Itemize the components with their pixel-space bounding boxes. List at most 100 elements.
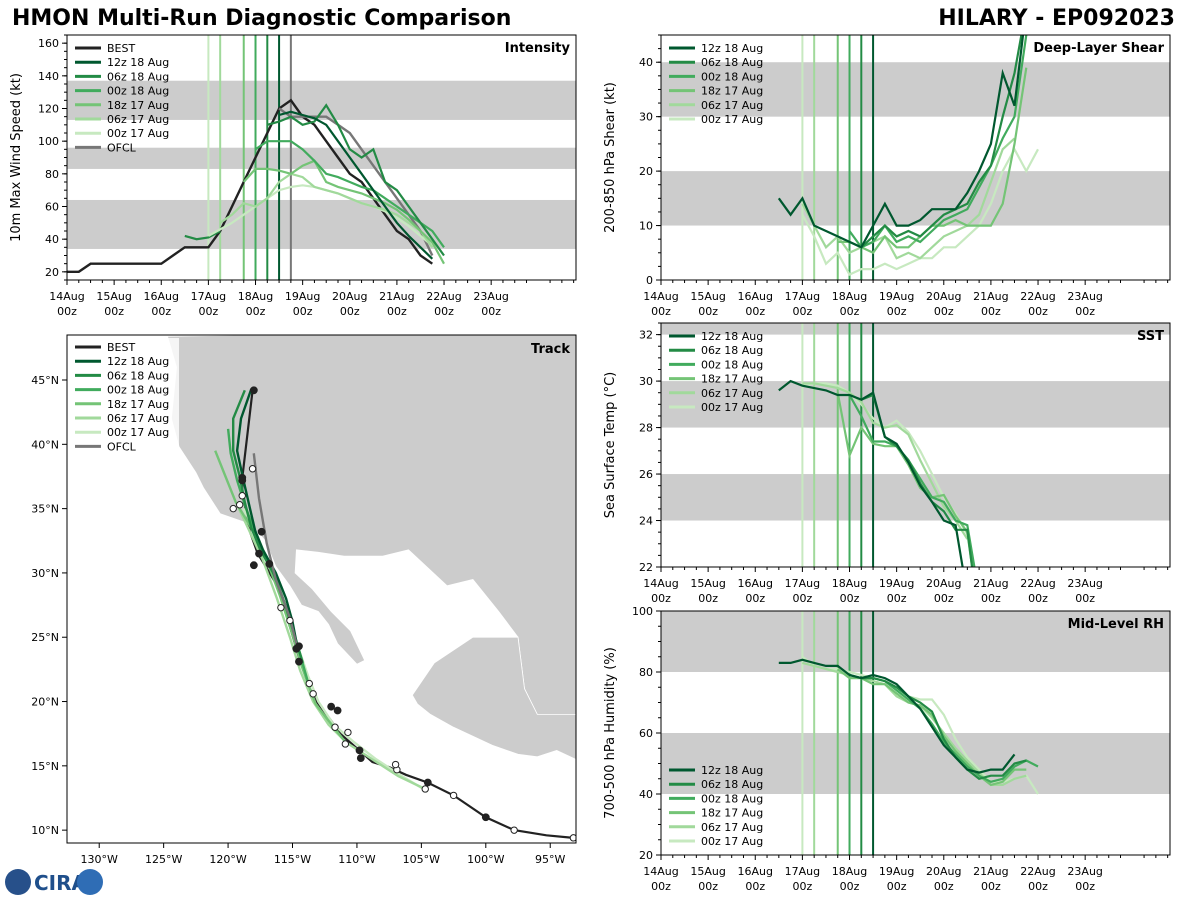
x-tick-label: 110°W xyxy=(338,853,375,866)
y-tick-label: 22 xyxy=(639,561,653,574)
legend-label: 00z 18 Aug xyxy=(107,384,169,397)
y-axis-label: 200-850 hPa Shear (kt) xyxy=(603,82,618,233)
x-tick-sublabel: 00z xyxy=(1028,592,1048,605)
y-tick-label: 30°N xyxy=(31,567,59,580)
x-tick-label: 21Aug xyxy=(973,577,1008,590)
legend-label: 12z 18 Aug xyxy=(107,355,169,368)
storm-title: HILARY - EP092023 xyxy=(938,6,1175,31)
best-track-point xyxy=(327,702,336,711)
legend-label: 06z 17 Aug xyxy=(107,113,169,126)
best-track-point xyxy=(249,561,258,570)
threshold-band xyxy=(661,62,1170,117)
run-series-line xyxy=(219,172,434,248)
best-track-line xyxy=(67,98,433,273)
x-tick-label: 14Aug xyxy=(643,865,678,878)
legend-label: 06z 18 Aug xyxy=(701,56,763,69)
x-tick-sublabel: 00z xyxy=(434,305,454,318)
run-series-line xyxy=(242,159,445,265)
y-tick-label: 28 xyxy=(639,422,653,435)
legend-label: 00z 17 Aug xyxy=(701,113,763,126)
x-tick-sublabel: 00z xyxy=(840,592,860,605)
x-tick-sublabel: 00z xyxy=(887,592,907,605)
y-tick-label: 20°N xyxy=(31,696,59,709)
x-tick-sublabel: 00z xyxy=(1028,880,1048,893)
best-track-point xyxy=(277,603,285,612)
y-axis-label: Sea Surface Temp (°C) xyxy=(603,372,618,519)
best-track-point xyxy=(238,476,247,485)
threshold-band xyxy=(661,611,1170,672)
x-tick-sublabel: 00z xyxy=(387,305,407,318)
x-tick-sublabel: 00z xyxy=(1075,592,1095,605)
x-tick-sublabel: 00z xyxy=(792,880,812,893)
cira-globe-icon xyxy=(5,869,31,895)
x-tick-label: 17Aug xyxy=(785,865,820,878)
legend-label: 00z 17 Aug xyxy=(107,127,169,140)
y-tick-label: 80 xyxy=(639,666,653,679)
legend-label: 00z 17 Aug xyxy=(701,835,763,848)
legend-background xyxy=(69,338,179,456)
best-track-point xyxy=(295,642,303,651)
y-tick-label: 0 xyxy=(646,274,653,287)
best-track-point xyxy=(257,527,266,536)
x-tick-label: 100°W xyxy=(467,853,504,866)
x-tick-sublabel: 00z xyxy=(698,305,718,318)
run-series-line xyxy=(802,382,969,540)
x-tick-label: 16Aug xyxy=(738,577,773,590)
best-track-point xyxy=(355,746,364,755)
x-tick-label: 120°W xyxy=(209,853,246,866)
run-series-line xyxy=(777,35,1025,249)
legend-label: 00z 17 Aug xyxy=(107,426,169,439)
rh-panel: 14Aug 00z 15Aug 00z 16Aug 00z 17Aug 00z 18Aug 00z… xyxy=(603,605,1171,893)
y-tick-label: 10°N xyxy=(31,824,59,837)
best-track-point xyxy=(265,560,274,568)
legend-label: 00z 18 Aug xyxy=(701,792,763,805)
best-track-point xyxy=(249,386,258,395)
run-series-line xyxy=(278,110,434,260)
x-tick-label: 23Aug xyxy=(1067,290,1102,303)
x-tick-label: 18Aug xyxy=(238,290,273,303)
panel-title: Intensity xyxy=(505,41,571,56)
best-track-point xyxy=(286,616,294,625)
y-tick-label: 20 xyxy=(45,266,59,279)
legend-label: 00z 18 Aug xyxy=(701,358,763,371)
y-axis-label: 700-500 hPa Humidity (%) xyxy=(603,647,618,819)
x-tick-sublabel: 00z xyxy=(1075,880,1095,893)
best-track-point xyxy=(356,754,365,763)
best-track-point xyxy=(333,706,342,715)
x-tick-label: 14Aug xyxy=(49,290,84,303)
x-tick-sublabel: 00z xyxy=(651,305,671,318)
y-tick-label: 24 xyxy=(639,515,653,528)
x-tick-label: 105°W xyxy=(403,853,440,866)
y-tick-label: 40 xyxy=(45,233,59,246)
x-tick-label: 17Aug xyxy=(785,290,820,303)
best-track-point xyxy=(229,504,237,513)
x-tick-label: 21Aug xyxy=(973,290,1008,303)
threshold-band xyxy=(67,199,576,249)
best-track-point xyxy=(248,465,257,473)
y-tick-label: 60 xyxy=(639,727,653,740)
x-tick-label: 19Aug xyxy=(879,577,914,590)
best-track-point xyxy=(449,791,458,800)
best-track-point xyxy=(235,501,244,509)
x-tick-sublabel: 00z xyxy=(792,305,812,318)
x-tick-label: 18Aug xyxy=(832,290,867,303)
x-tick-label: 14Aug xyxy=(643,290,678,303)
x-tick-sublabel: 00z xyxy=(198,305,218,318)
x-tick-label: 15Aug xyxy=(96,290,131,303)
legend-label: 18z 17 Aug xyxy=(701,373,763,386)
run-series-line xyxy=(861,676,1027,781)
y-tick-label: 20 xyxy=(639,165,653,178)
land-mexico-south xyxy=(411,636,576,760)
x-tick-label: 16Aug xyxy=(738,865,773,878)
threshold-band xyxy=(67,147,576,169)
x-tick-sublabel: 00z xyxy=(1075,305,1095,318)
x-tick-label: 19Aug xyxy=(285,290,320,303)
panel-title: Deep-Layer Shear xyxy=(1033,41,1164,56)
legend-label: 00z 17 Aug xyxy=(701,401,763,414)
x-tick-sublabel: 00z xyxy=(1028,305,1048,318)
best-track-point xyxy=(238,492,246,500)
plot-area xyxy=(661,323,1170,567)
x-tick-label: 95°W xyxy=(535,853,565,866)
plot-area xyxy=(661,611,1170,855)
x-tick-label: 15Aug xyxy=(690,290,725,303)
